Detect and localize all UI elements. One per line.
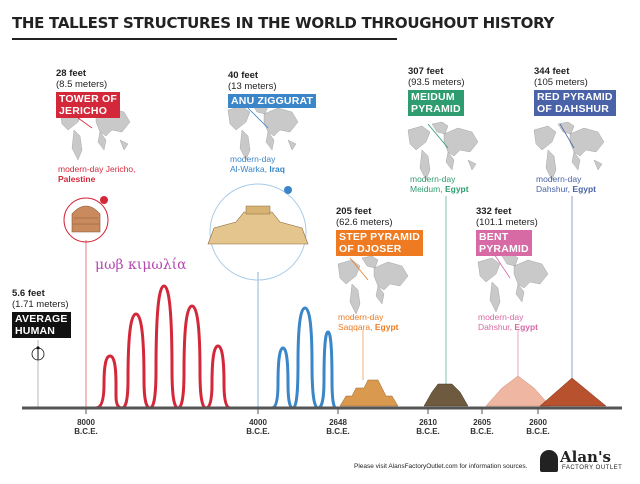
era-label-2605: 2605 B.C.E.	[470, 418, 494, 436]
anu-scale-dot	[284, 186, 292, 194]
location-djoser: modern-day Saqqara, Egypt	[338, 312, 399, 332]
world-map-meidum	[407, 121, 479, 181]
meidum-pyramid-icon	[423, 383, 469, 407]
title-underline	[12, 38, 397, 40]
height-feet: 344 feet	[534, 66, 570, 77]
structure-label: RED PYRAMID OF DAHSHUR	[534, 90, 616, 116]
annotation-anu-ziggurat: 40 feet (13 meters) ANU ZIGGURAT	[228, 70, 317, 108]
location-bent: modern-day Dahshur, Egypt	[478, 312, 539, 332]
world-map-anu	[227, 101, 299, 161]
pointer-djoser	[349, 257, 369, 281]
height-meters: (13 meters)	[228, 81, 277, 92]
anu-circle	[209, 183, 307, 281]
pointer-jericho	[77, 117, 93, 129]
location-anu: modern-day Al-Warka, Iraq	[230, 154, 285, 174]
step-pyramid-of-djoser-icon	[339, 379, 399, 407]
era-label-4000: 4000 B.C.E.	[246, 418, 270, 436]
annotation-red-pyramid-of-dahshur: 344 feet (105 meters) RED PYRAMID OF DAHS…	[534, 66, 616, 116]
era-label-8000: 8000 B.C.E.	[74, 418, 98, 436]
height-meters: (62.6 meters)	[336, 217, 393, 228]
height-meters: (93.5 meters)	[408, 77, 465, 88]
pointer-bent	[493, 253, 511, 279]
location-meidum: modern-day Meidum, Egypt	[410, 174, 469, 194]
annotation-tower-of-jericho: 28 feet (8.5 meters) TOWER OF JERICHO	[56, 68, 120, 118]
annotation-bent-pyramid: 332 feet (101.1 meters) BENT PYRAMID	[476, 206, 538, 256]
annotation-average-human: 5.6 feet (1.71 meters) AVERAGE HUMAN	[12, 288, 71, 338]
greek-text: μωβ κιμωλία	[95, 257, 187, 273]
jericho-circle	[63, 197, 109, 243]
page-title: THE TALLEST STRUCTURES IN THE WORLD THRO…	[12, 14, 555, 32]
structure-label: ANU ZIGGURAT	[228, 94, 317, 108]
location-red-pyramid: modern-day Dahshur, Egypt	[536, 174, 597, 194]
pointer-anu	[247, 107, 269, 129]
structure-label: MEIDUM PYRAMID	[408, 90, 464, 116]
logo-subtitle: FACTORY OUTLET	[562, 465, 623, 471]
height-meters: (1.71 meters)	[12, 299, 69, 310]
era-label-2648: 2648 B.C.E.	[326, 418, 350, 436]
tower-of-jericho-icon	[71, 205, 101, 233]
height-feet: 205 feet	[336, 206, 372, 217]
structure-label: TOWER OF JERICHO	[56, 92, 120, 118]
height-meters: (8.5 meters)	[56, 79, 108, 90]
anu-ziggurat-icon	[207, 211, 309, 245]
pointer-red	[559, 123, 575, 149]
era-label-2600: 2600 B.C.E.	[526, 418, 550, 436]
location-jericho: modern-day Jericho, Palestine	[58, 164, 136, 184]
structure-label: AVERAGE HUMAN	[12, 312, 71, 338]
timeline-ticks	[85, 408, 539, 414]
footer-sources: Please visit AlansFactoryOutlet.com for …	[354, 463, 528, 470]
timeline-wave-red	[88, 284, 250, 410]
world-map-djoser	[337, 255, 409, 315]
height-meters: (101.1 meters)	[476, 217, 538, 228]
height-feet: 307 feet	[408, 66, 444, 77]
era-label-2610: 2610 B.C.E.	[416, 418, 440, 436]
height-feet: 332 feet	[476, 206, 512, 217]
logo-brand: Alan's	[560, 448, 611, 466]
annotation-meidum-pyramid: 307 feet (93.5 meters) MEIDUM PYRAMID	[408, 66, 465, 116]
structure-label: STEP PYRAMID OF DJOSER	[336, 230, 423, 256]
pointer-meidum	[427, 123, 449, 149]
structure-label: BENT PYRAMID	[476, 230, 532, 256]
height-feet: 28 feet	[56, 68, 87, 79]
annotation-step-pyramid-of-djoser: 205 feet (62.6 meters) STEP PYRAMID OF DJ…	[336, 206, 423, 256]
red-pyramid-icon	[539, 377, 607, 407]
height-meters: (105 meters)	[534, 77, 588, 88]
height-feet: 5.6 feet	[12, 288, 45, 299]
bent-pyramid-icon	[485, 375, 551, 407]
logo-mark-icon	[540, 450, 558, 472]
jericho-scale-dot	[100, 196, 108, 204]
world-map-red	[533, 121, 605, 181]
alans-factory-outlet-logo[interactable]: Alan's FACTORY OUTLET	[540, 448, 632, 476]
timeline-wave-blue	[264, 306, 344, 410]
world-map-bent	[477, 253, 549, 313]
height-feet: 40 feet	[228, 70, 259, 81]
